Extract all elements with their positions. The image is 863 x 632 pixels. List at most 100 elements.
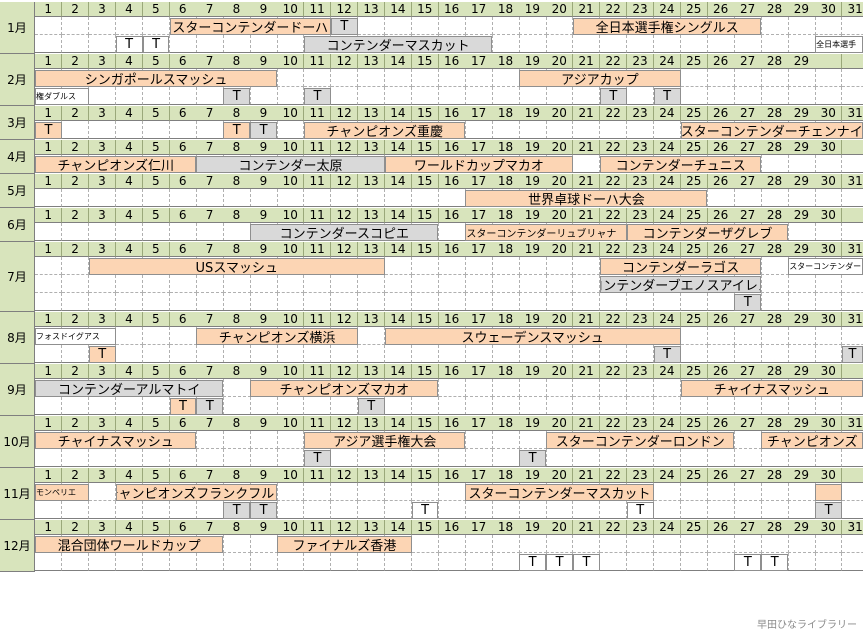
day-cell [142,17,170,35]
day-cell [465,345,493,363]
day-cell [546,35,574,53]
day-number: 2 [61,54,90,69]
day-number: 5 [142,364,170,379]
day-cell [519,535,547,553]
day-number: 18 [492,208,520,223]
day-number: 9 [250,2,278,17]
day-cell [411,449,439,467]
day-number: 5 [142,208,170,223]
day-cell [680,87,708,105]
day-cell [465,431,493,449]
day-number: 12 [330,208,359,223]
day-number: 10 [277,140,305,155]
day-number: 3 [88,2,117,17]
day-number: 2 [61,242,90,257]
day-cell [842,69,863,87]
credit-text: 早田ひなライブラリー [757,620,857,631]
day-cell [357,275,386,293]
day-cell [357,483,386,501]
day-cell [734,535,762,553]
day-number: 25 [680,520,708,535]
day-number: 13 [357,312,386,327]
day-number: 16 [438,468,466,483]
day-cell [438,69,466,87]
day-cell [330,483,359,501]
day-cell [761,17,789,35]
day-cell [115,449,144,467]
day-number: 15 [411,140,439,155]
day-cell [35,397,63,415]
day-number: 13 [357,416,386,431]
travel-marker: T [842,346,863,363]
day-cell [680,345,708,363]
day-number: 12 [330,140,359,155]
day-number: 16 [438,416,466,431]
event-bar: チャンピオンズ重慶 [304,122,466,139]
day-number: 26 [707,106,735,121]
event-bar: コンテンダー太原 [196,156,385,173]
day-number: 31 [842,2,863,17]
day-cell [61,121,90,139]
day-number: 30 [815,312,843,327]
day-number: 7 [196,140,224,155]
day-number: 19 [519,364,547,379]
day-number: 21 [573,364,601,379]
day-cell [35,345,63,363]
day-number: 19 [519,2,547,17]
event-bar: コンテンダーマスカット [304,36,493,53]
month-block: 4月 1 2 3 4 5 6 7 8 9 10 11 12 13 14 15 16 17 18 19 20 21 22 23 2… [0,140,863,174]
travel-marker: T [357,398,385,415]
day-number: 27 [734,364,762,379]
travel-marker: T [653,88,681,105]
day-number: 24 [653,242,682,257]
day-cell [761,449,789,467]
day-number: 10 [277,520,305,535]
day-cell [492,535,520,553]
day-number: 14 [384,312,413,327]
day-cell [330,449,359,467]
day-cell [599,35,628,53]
day-cell [519,257,547,275]
day-number: 23 [626,54,655,69]
day-number: 24 [653,364,682,379]
day-cell [707,189,735,207]
day-cell [653,449,682,467]
day-cell [573,155,601,173]
day-cell [115,87,144,105]
day-number: 6 [169,468,197,483]
event-bar: チャンピオンズフランクフルト [115,484,278,501]
day-number: 30 [815,140,843,155]
day-cell [573,449,601,467]
travel-marker: T [196,398,224,415]
day-number: 15 [411,54,439,69]
day-number: 2 [61,468,90,483]
day-number: 5 [142,242,170,257]
day-cell [842,397,863,415]
day-number: 29 [788,54,816,69]
day-number: 8 [223,312,251,327]
day-number: 19 [519,468,547,483]
day-cell [438,275,466,293]
month-block: 6月 1 2 3 4 5 6 7 8 9 10 11 12 13 14 15 16 17 18 19 20 21 22 23 2… [0,208,863,242]
day-cell [573,121,601,139]
day-cell [546,293,574,311]
day-cell [304,553,332,571]
day-cell [653,535,682,553]
day-number: 24 [653,520,682,535]
day-number: 6 [169,520,197,535]
travel-marker: T [815,502,842,519]
day-cell [788,501,816,519]
day-cell [492,501,520,519]
day-cell [223,535,251,553]
event-bar: 混合団体ワールドカップ [35,536,224,553]
day-cell [761,483,789,501]
day-cell [788,87,816,105]
day-cell [761,397,789,415]
day-cell [250,189,278,207]
day-number: 25 [680,2,708,17]
day-cell [384,449,413,467]
day-number: 17 [465,312,493,327]
day-cell [626,535,655,553]
day-number: 12 [330,416,359,431]
day-cell [734,501,762,519]
